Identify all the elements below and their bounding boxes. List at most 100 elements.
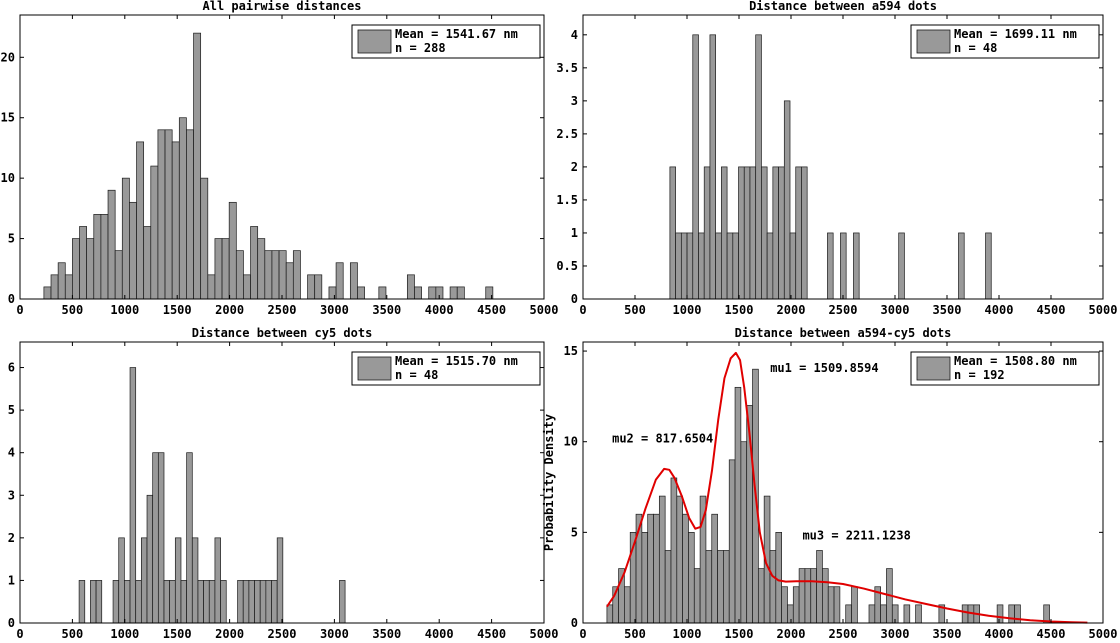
x-tick-label: 500 [62, 303, 84, 317]
x-tick-label: 3000 [320, 627, 349, 641]
histogram-bar [265, 580, 272, 624]
histogram-bar [254, 580, 261, 624]
histogram-bar [186, 452, 193, 624]
histogram-bar [822, 568, 829, 624]
x-tick-label: 0 [16, 303, 23, 317]
histogram-bar [653, 513, 660, 624]
x-tick-label: 4500 [1037, 627, 1066, 641]
histogram-bar [114, 250, 123, 300]
x-tick-label: 5000 [1089, 303, 1118, 317]
x-tick-label: 2000 [777, 303, 806, 317]
x-tick-label: 0 [579, 303, 586, 317]
histogram-bar [703, 166, 711, 300]
histogram-bar [235, 250, 244, 300]
histogram-bar [146, 494, 154, 624]
histogram-bar [180, 580, 187, 624]
histogram-bar [698, 232, 705, 300]
chart-title: All pairwise distances [203, 0, 362, 13]
histogram-bar [57, 262, 66, 300]
histogram-bar [141, 537, 148, 624]
histogram-bar [228, 201, 237, 300]
x-tick-label: 4000 [425, 303, 454, 317]
histogram-bar [787, 604, 794, 624]
histogram-bar [50, 274, 59, 300]
histogram-bar [157, 452, 165, 624]
histogram-bar [121, 177, 130, 300]
histogram-bar [682, 513, 689, 624]
histogram-bar [738, 166, 745, 300]
x-tick-label: 3500 [933, 627, 962, 641]
x-tick-label: 4500 [477, 627, 506, 641]
y-tick-label: 15 [564, 344, 578, 358]
histogram-bar [732, 232, 739, 300]
histogram-bar [157, 129, 166, 300]
histogram-bar [163, 580, 171, 624]
histogram-bar [79, 226, 88, 300]
histogram-bar [658, 495, 666, 624]
histogram-bar [1008, 604, 1015, 624]
histogram-bar [174, 537, 182, 624]
legend-mean-label: Mean = 1699.11 nm [954, 27, 1077, 41]
histogram-bar [721, 166, 728, 300]
histogram-bar [958, 232, 965, 300]
x-tick-label: 500 [624, 627, 646, 641]
x-tick-label: 4000 [985, 627, 1014, 641]
histogram-bar [250, 226, 259, 300]
histogram-bar [214, 537, 221, 624]
histogram-bar [243, 274, 251, 300]
histogram-bar [208, 580, 216, 624]
x-tick-label: 0 [16, 627, 23, 641]
chart-title: Distance between cy5 dots [192, 326, 373, 340]
histogram-bar [783, 100, 791, 300]
histogram-bar [680, 232, 688, 300]
histogram-bar [669, 166, 676, 300]
legend: Mean = 1515.70 nmn = 48 [351, 351, 541, 386]
y-tick-label: 0 [571, 616, 578, 630]
histogram-bar [915, 604, 922, 624]
histogram-bar [641, 532, 649, 624]
histogram-bar [193, 32, 202, 300]
histogram-bar [827, 586, 835, 624]
histogram-bar [378, 286, 387, 300]
x-tick-label: 5000 [530, 303, 559, 317]
histogram-bar [171, 141, 180, 300]
x-tick-label: 2000 [777, 627, 806, 641]
histogram-bar [164, 129, 173, 300]
chart-title: Distance between a594-cy5 dots [735, 326, 952, 340]
x-tick-label: 1500 [725, 627, 754, 641]
histogram-bar [186, 129, 194, 300]
histogram-bar [693, 568, 701, 624]
x-tick-label: 5000 [530, 627, 559, 641]
histogram-bar [307, 274, 316, 300]
x-tick-label: 2500 [268, 627, 297, 641]
legend-swatch [357, 356, 392, 381]
chart-panel-4: Distance between a594-cy5 dots Probabilit… [542, 326, 1117, 641]
histogram-bar [221, 238, 230, 300]
histogram-bar [259, 580, 267, 624]
y-tick-label: 10 [1, 171, 15, 185]
legend-mean-label: Mean = 1541.67 nm [395, 27, 518, 41]
y-tick-label: 1.5 [556, 193, 578, 207]
histogram-bar [804, 568, 812, 624]
histogram-bar [406, 274, 415, 300]
x-tick-label: 3500 [933, 303, 962, 317]
histogram-bar [715, 232, 722, 300]
x-tick-label: 3000 [881, 627, 910, 641]
y-tick-label: 0 [571, 292, 578, 306]
y-tick-label: 5 [8, 403, 15, 417]
histogram-bar [766, 232, 774, 300]
x-tick-label: 1000 [673, 303, 702, 317]
histogram-bar [792, 586, 800, 624]
histogram-bar [152, 452, 159, 624]
x-tick-label: 3000 [881, 303, 910, 317]
x-tick-label: 2000 [215, 627, 244, 641]
legend: Mean = 1541.67 nmn = 288 [351, 24, 541, 59]
histogram-bar [200, 177, 209, 300]
chart-panel-1: All pairwise distances 0 500 1000 1500 2000 25… [1, 0, 559, 317]
histogram-bar [898, 232, 905, 300]
histogram-bar [257, 238, 266, 300]
histogram-bar [203, 580, 210, 624]
histogram-bar [675, 232, 682, 300]
histogram-bar [851, 586, 858, 624]
